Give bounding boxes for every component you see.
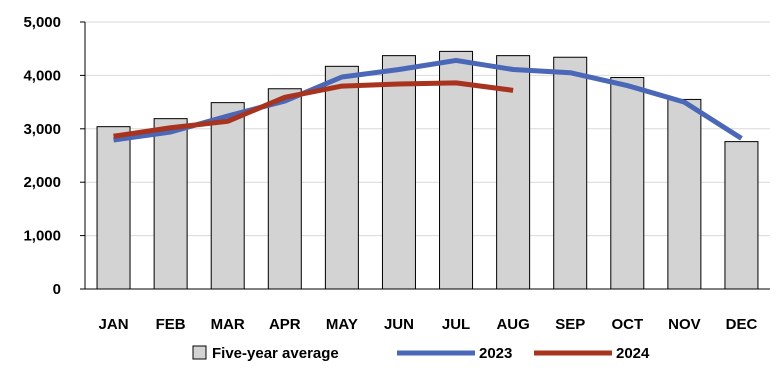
bar <box>667 98 702 290</box>
bar <box>96 126 131 290</box>
bar <box>153 118 188 290</box>
series-line-2024 <box>113 80 514 139</box>
legend-item: 2024 <box>534 345 650 362</box>
x-tick-label: OCT <box>611 316 643 333</box>
y-tick-label: 4,000 <box>23 67 61 84</box>
bar <box>496 55 531 290</box>
x-tick-label: NOV <box>668 316 701 333</box>
bar <box>553 56 588 290</box>
x-tick-label: APR <box>269 316 301 333</box>
x-tick-label: MAR <box>211 316 245 333</box>
bar <box>724 141 759 290</box>
y-axis-ticks: 0 1,000 2,000 3,000 4,000 5,000 <box>23 14 61 298</box>
legend-label: 2023 <box>479 345 512 362</box>
legend-label: Five-year average <box>212 345 339 362</box>
bar <box>439 50 474 290</box>
bar <box>381 55 416 290</box>
x-tick-label: JUN <box>384 316 414 333</box>
legend-item: Five-year average <box>192 345 339 362</box>
x-axis-ticks: JAN FEB MAR APR MAY JUN JUL AUG SEP OCT NOV DEC <box>99 316 758 333</box>
y-tick-label: 3,000 <box>23 121 61 138</box>
x-tick-label: DEC <box>726 316 758 333</box>
bar <box>610 77 645 290</box>
y-tick-label: 2,000 <box>23 174 61 191</box>
axes <box>80 21 770 290</box>
bar-series <box>96 50 759 290</box>
legend: Five-year average 2023 2024 <box>192 345 650 362</box>
legend-item: 2023 <box>397 345 512 362</box>
y-tick-label: 5,000 <box>23 14 61 31</box>
y-tick-label: 0 <box>53 281 61 298</box>
x-tick-label: MAY <box>326 316 358 333</box>
x-tick-label: SEP <box>555 316 585 333</box>
bar <box>267 88 302 290</box>
series-line-2023 <box>113 57 743 143</box>
y-tick-label: 1,000 <box>23 228 61 245</box>
bar <box>210 102 245 290</box>
gridlines <box>85 21 770 237</box>
bar <box>324 65 359 290</box>
line-series <box>113 57 743 143</box>
x-tick-label: AUG <box>496 316 529 333</box>
legend-swatch <box>192 345 207 360</box>
x-tick-label: JAN <box>99 316 129 333</box>
x-tick-label: FEB <box>156 316 186 333</box>
x-tick-label: JUL <box>442 316 470 333</box>
legend-label: 2024 <box>616 345 650 362</box>
